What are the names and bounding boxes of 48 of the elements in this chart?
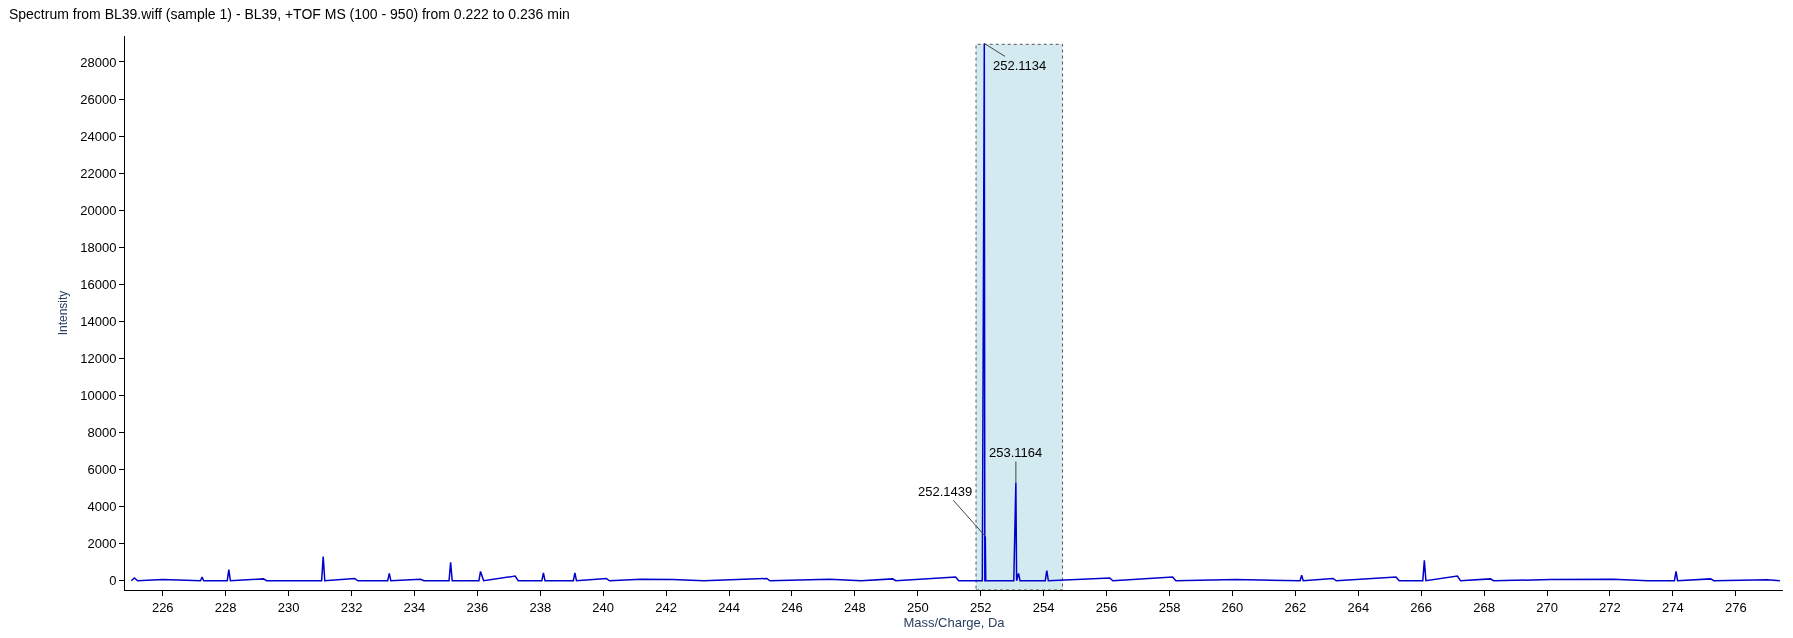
y-tick-label: 8000	[87, 425, 117, 441]
x-tick-label: 236	[466, 599, 489, 615]
x-tick-label: 226	[151, 599, 174, 615]
y-tick-label: 4000	[87, 499, 117, 515]
x-tick-label: 266	[1410, 599, 1433, 615]
x-axis-title: Mass/Charge, Da	[903, 615, 1006, 631]
y-tick-label: 24000	[80, 128, 117, 144]
y-tick-label: 22000	[80, 165, 117, 181]
y-axis-title: Intensity	[55, 290, 70, 336]
x-tick-label: 270	[1536, 599, 1558, 615]
x-tick-label: 228	[214, 599, 237, 615]
x-tick-label: 238	[529, 599, 552, 615]
annotation: 253.1164	[989, 445, 1043, 460]
x-tick-label: 230	[277, 599, 300, 615]
y-tick-label: 16000	[80, 276, 117, 292]
y-tick-label: 18000	[80, 239, 117, 255]
x-tick-label: 262	[1284, 599, 1307, 615]
y-tick-label: 10000	[80, 388, 117, 403]
x-tick-label: 256	[1095, 599, 1118, 615]
y-tick-label: 6000	[87, 462, 117, 478]
y-tick-label: 20000	[80, 202, 117, 218]
x-tick-label: 240	[592, 599, 615, 615]
annotation: 252.1134	[993, 58, 1047, 73]
x-tick-label: 258	[1158, 599, 1181, 615]
y-tick-label: 14000	[80, 313, 117, 329]
chart-title: Spectrum from BL39.wiff (sample 1) - BL39, +TOF MS (100 - 950) from 0.222 to 0.236 min	[8, 6, 570, 23]
x-tick-label: 272	[1599, 599, 1621, 615]
x-tick-label: 248	[844, 599, 866, 615]
line-series	[130, 42, 1781, 582]
y-tick-label: 2000	[87, 536, 117, 552]
x-tick-label: 232	[340, 599, 363, 615]
x-tick-label: 252	[969, 599, 992, 615]
x-tick-label: 250	[906, 599, 929, 615]
x-tick-label: 242	[655, 599, 677, 615]
x-tick-label: 244	[718, 599, 740, 615]
y-tick-label: 26000	[80, 91, 117, 107]
x-tick-label: 274	[1662, 599, 1684, 615]
y-tick-label: 28000	[80, 54, 117, 70]
x-tick-label: 234	[403, 599, 426, 615]
y-tick-label: 0	[109, 573, 117, 589]
x-tick-label: 276	[1724, 599, 1747, 615]
annotation: 252.1439	[918, 484, 973, 499]
y-tick-label: 12000	[80, 350, 117, 366]
x-tick-label: 254	[1032, 599, 1055, 615]
x-tick-label: 268	[1473, 599, 1495, 615]
x-tick-label: 246	[781, 599, 803, 615]
x-tick-label: 264	[1347, 599, 1370, 615]
x-tick-label: 260	[1221, 599, 1244, 615]
